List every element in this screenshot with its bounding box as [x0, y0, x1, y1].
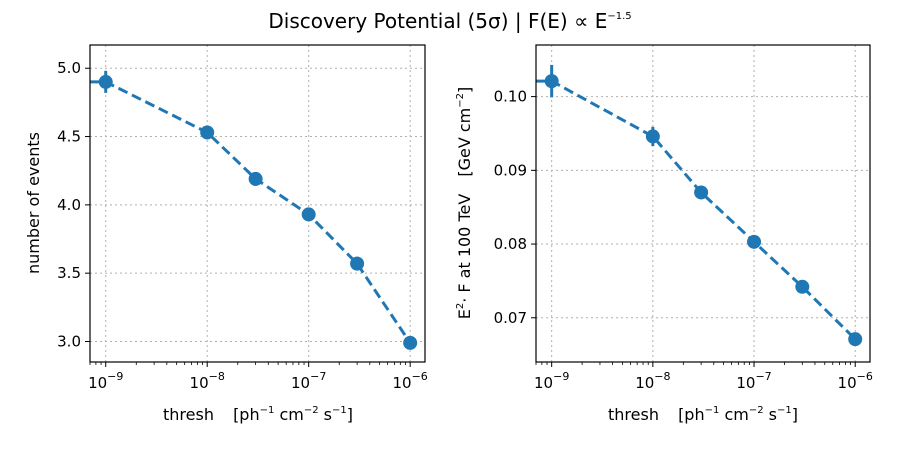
left-y-axis-label: number of events	[24, 132, 43, 274]
right-x-tick-label-3: 10−6	[838, 370, 873, 392]
right-y-tick-label-3: 0.10	[494, 88, 527, 106]
right-xlabel-sup1: −1	[705, 405, 720, 416]
right-xlabel-s: s	[764, 405, 777, 424]
left-xlabel-cm: cm	[274, 405, 303, 424]
left-series-line	[90, 80, 412, 344]
right-x-ticks: 10−9 10−8 10−7 10−6	[534, 362, 873, 392]
left-data-point-0	[98, 74, 113, 89]
left-data-point-1	[200, 125, 215, 140]
left-data-point-2	[248, 171, 263, 186]
right-y-axis-label: E2· F at 100 TeV [GeV cm−2]	[455, 87, 474, 320]
left-xlabel-unit: [ph	[233, 405, 260, 424]
left-data-point-5	[403, 335, 418, 350]
right-data-point-1	[645, 129, 660, 144]
right-series	[536, 64, 863, 347]
figure-title-main: Discovery Potential (5σ) | F(E) ∝ E	[268, 9, 607, 33]
right-xlabel-cm: cm	[719, 405, 748, 424]
left-x-tick-label-0: 10−9	[88, 370, 123, 392]
right-y-tick-label-1: 0.08	[494, 235, 527, 253]
left-x-ticks: 10−9 10−8 10−7 10−6	[88, 362, 428, 392]
right-xlabel-unit: [ph	[678, 405, 705, 424]
left-xlabel-s: s	[319, 405, 332, 424]
right-ylabel-F-at: · F at 100 TeV	[455, 194, 474, 303]
right-xlabel-close: ]	[792, 405, 798, 424]
left-xlabel-sup2: −2	[304, 405, 319, 416]
left-series	[90, 70, 418, 350]
left-xlabel-main: thresh	[163, 405, 214, 424]
left-xlabel-close: ]	[347, 405, 353, 424]
left-x-tick-label-2: 10−7	[291, 370, 326, 392]
left-x-axis-label: thresh [ph−1 cm−2 s−1]	[163, 405, 353, 424]
left-xlabel-sup1: −1	[260, 405, 275, 416]
figure-title-exponent: −1.5	[607, 11, 631, 22]
left-y-tick-label-3: 4.5	[57, 128, 81, 146]
left-y-tick-label-4: 5.0	[57, 59, 81, 77]
right-data-point-2	[694, 185, 709, 200]
left-x-tick-label-3: 10−6	[393, 370, 428, 392]
right-x-tick-label-1: 10−8	[635, 370, 670, 392]
left-xlabel-sup3: −1	[332, 405, 347, 416]
chart-left-events: 10−9 10−8 10−7 10−6 3.0 3.5 4.0 4.5 5.0 thresh …	[24, 44, 428, 424]
right-xlabel-sup2: −2	[749, 405, 764, 416]
left-data-point-4	[350, 256, 365, 271]
left-gridlines	[90, 45, 425, 362]
right-xlabel-main: thresh	[608, 405, 659, 424]
right-y-tick-label-2: 0.09	[494, 161, 527, 179]
left-y-tick-label-1: 3.5	[57, 264, 81, 282]
left-data-point-3	[301, 207, 316, 222]
right-axes-frame	[535, 44, 871, 363]
left-x-tick-label-1: 10−8	[190, 370, 225, 392]
right-ylabel-unit: [GeV cm	[455, 108, 474, 177]
right-x-tick-label-2: 10−7	[736, 370, 771, 392]
right-ylabel-close: ]	[455, 87, 474, 93]
right-ylabel-unit-sup: −2	[455, 93, 466, 108]
right-gridlines	[536, 45, 870, 362]
right-data-point-5	[848, 332, 863, 347]
right-data-point-4	[795, 279, 810, 294]
left-y-tick-label-2: 4.0	[57, 196, 81, 214]
right-data-point-0	[544, 74, 559, 89]
right-xlabel-sup3: −1	[777, 405, 792, 416]
right-y-ticks: 0.07 0.08 0.09 0.10	[494, 88, 536, 327]
right-series-line	[536, 79, 857, 341]
chart-right-flux: 10−9 10−8 10−7 10−6 0.07 0.08 0.09 0.10 thresh…	[455, 44, 873, 424]
right-x-axis-label: thresh [ph−1 cm−2 s−1]	[608, 405, 798, 424]
right-ylabel-E-sup: 2	[455, 303, 466, 309]
left-axes-frame	[89, 44, 426, 363]
right-x-tick-label-0: 10−9	[534, 370, 569, 392]
right-ylabel-E: E	[455, 309, 474, 319]
right-data-point-3	[747, 234, 762, 249]
left-y-ticks: 3.0 3.5 4.0 4.5 5.0	[57, 59, 90, 351]
left-y-tick-label-0: 3.0	[57, 333, 81, 351]
figure-title: Discovery Potential (5σ) | F(E) ∝ E−1.5	[268, 9, 631, 33]
right-y-tick-label-0: 0.07	[494, 309, 527, 327]
